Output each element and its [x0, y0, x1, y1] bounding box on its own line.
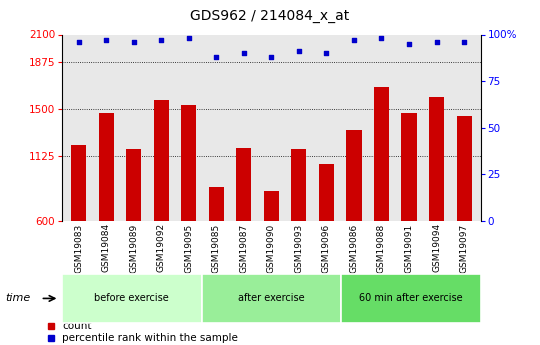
Bar: [291, 149, 307, 221]
Point: [75, 39, 83, 45]
Text: GSM19087: GSM19087: [239, 223, 248, 273]
Point: [157, 37, 166, 43]
Text: time: time: [5, 294, 31, 303]
Bar: [264, 191, 279, 221]
Text: GSM19097: GSM19097: [460, 223, 469, 273]
Point: [432, 39, 441, 45]
Bar: [319, 164, 334, 221]
Text: count: count: [62, 321, 92, 331]
Text: GSM19091: GSM19091: [404, 223, 414, 273]
Point: [102, 37, 111, 43]
Text: GSM19095: GSM19095: [184, 223, 193, 273]
Text: GSM19096: GSM19096: [322, 223, 331, 273]
Text: GSM19085: GSM19085: [212, 223, 221, 273]
Point: [185, 36, 193, 41]
Point: [460, 39, 468, 45]
Text: GSM19094: GSM19094: [432, 223, 441, 273]
Point: [294, 49, 303, 54]
Bar: [236, 148, 252, 221]
Point: [377, 36, 386, 41]
Text: after exercise: after exercise: [238, 294, 305, 303]
Bar: [99, 113, 114, 221]
Point: [212, 54, 221, 60]
Text: GSM19084: GSM19084: [102, 223, 111, 273]
Text: 60 min after exercise: 60 min after exercise: [359, 294, 463, 303]
Bar: [126, 149, 141, 221]
Bar: [154, 100, 169, 221]
Point: [267, 54, 275, 60]
Text: GSM19089: GSM19089: [129, 223, 138, 273]
Bar: [374, 87, 389, 221]
Point: [130, 39, 138, 45]
Bar: [456, 117, 471, 221]
Bar: [71, 145, 86, 221]
Point: [404, 41, 413, 47]
Point: [349, 37, 358, 43]
Text: percentile rank within the sample: percentile rank within the sample: [62, 333, 238, 343]
Text: GSM19092: GSM19092: [157, 223, 166, 273]
Text: GSM19093: GSM19093: [294, 223, 303, 273]
Text: GSM19083: GSM19083: [74, 223, 83, 273]
Text: GSM19090: GSM19090: [267, 223, 276, 273]
Bar: [401, 113, 416, 221]
Bar: [209, 187, 224, 221]
Point: [240, 50, 248, 56]
Bar: [181, 105, 197, 221]
Text: before exercise: before exercise: [94, 294, 169, 303]
Text: GDS962 / 214084_x_at: GDS962 / 214084_x_at: [191, 9, 349, 23]
Bar: [346, 130, 361, 221]
Text: GSM19088: GSM19088: [377, 223, 386, 273]
Text: GSM19086: GSM19086: [349, 223, 359, 273]
Point: [322, 50, 330, 56]
Bar: [429, 97, 444, 221]
